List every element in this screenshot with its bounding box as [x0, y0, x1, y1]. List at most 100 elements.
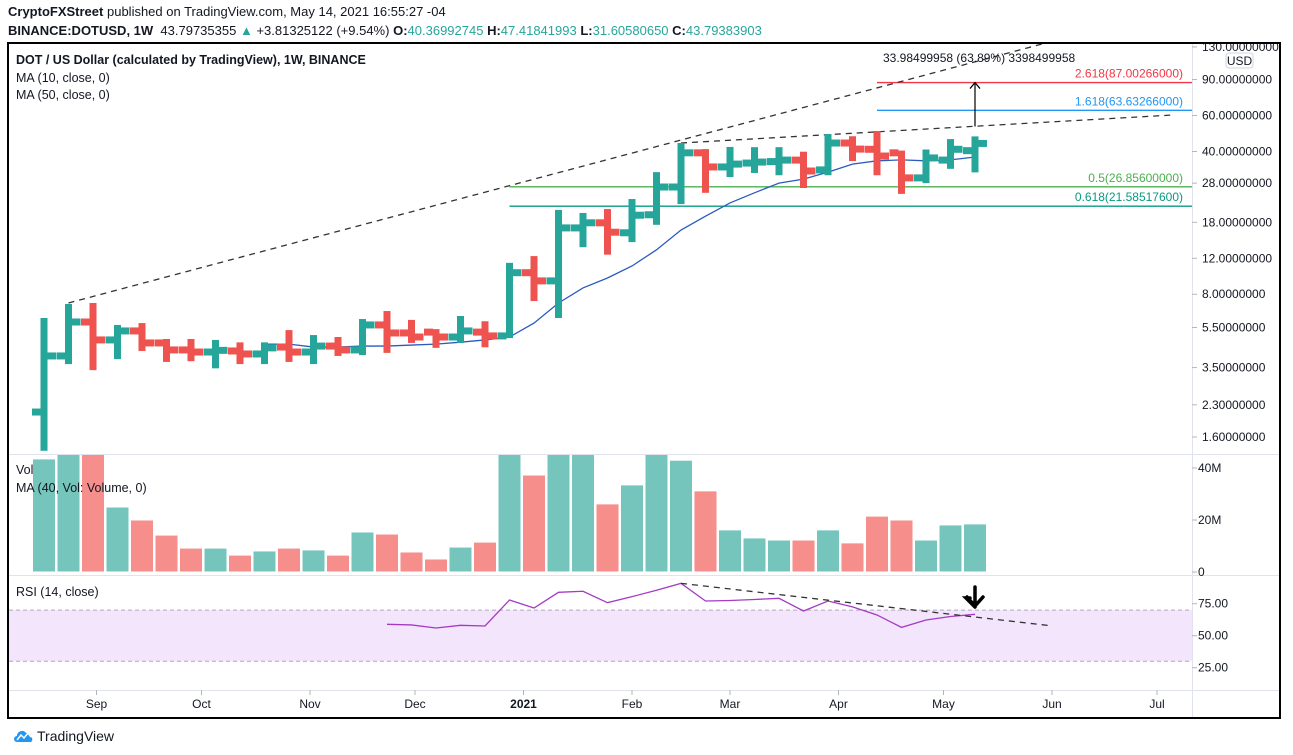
volume-bar[interactable] — [399, 551, 424, 573]
ohlc-bar-close — [561, 224, 571, 232]
ohlc-bar[interactable] — [693, 149, 718, 193]
volume-bar[interactable] — [203, 547, 228, 573]
volume-bar[interactable] — [595, 503, 620, 573]
tradingview-logo[interactable]: TradingView — [14, 728, 114, 744]
volume-bar[interactable] — [81, 447, 105, 573]
ohlc-bar[interactable] — [179, 339, 203, 362]
legend-volume[interactable]: Vol — [16, 463, 34, 477]
ohlc-bar[interactable] — [424, 328, 448, 348]
ohlc-bar-open — [522, 269, 531, 277]
ohlc-bar[interactable] — [350, 319, 375, 356]
ohlc-bar[interactable] — [105, 324, 130, 360]
legend-volume-ma[interactable]: MA (40, Vol: Volume, 0) — [16, 481, 147, 495]
ohlc-bar[interactable] — [130, 323, 154, 351]
ohlc-bar[interactable] — [718, 146, 742, 178]
ohlc-bar[interactable] — [865, 130, 889, 176]
time-tick-label: Oct — [192, 697, 211, 711]
volume-bar[interactable] — [448, 546, 473, 573]
legend-ma10[interactable]: MA (10, close, 0) — [16, 71, 110, 85]
ohlc-bar-close — [463, 327, 473, 335]
ohlc-bar[interactable] — [252, 342, 277, 365]
volume-bar[interactable] — [889, 519, 914, 573]
volume-bar[interactable] — [350, 531, 375, 573]
ohlc-bar[interactable] — [889, 149, 914, 194]
trendline[interactable] — [68, 42, 1049, 304]
ohlc-bar[interactable] — [522, 256, 546, 302]
volume-bar[interactable] — [767, 539, 791, 573]
ohlc-bar[interactable] — [620, 199, 644, 243]
volume-bar[interactable] — [179, 547, 203, 573]
ohlc-bar[interactable] — [546, 209, 571, 319]
volume-bar[interactable] — [277, 547, 301, 573]
volume-bar[interactable] — [620, 484, 644, 573]
publisher-name[interactable]: CryptoFXStreet — [8, 4, 104, 19]
ohlc-bar[interactable] — [938, 139, 963, 169]
volume-bar[interactable] — [154, 534, 179, 573]
volume-bar[interactable] — [424, 558, 448, 573]
volume-bar[interactable] — [742, 537, 767, 573]
ohlc-bar[interactable] — [277, 330, 301, 362]
ohlc-bar[interactable] — [56, 303, 81, 365]
volume-bar[interactable] — [32, 458, 56, 573]
volume-bar[interactable] — [571, 447, 595, 573]
ohlc-bar[interactable] — [228, 342, 252, 365]
volume-bar[interactable] — [718, 529, 742, 573]
ohlc-bar[interactable] — [301, 335, 326, 365]
ohlc-bar[interactable] — [571, 212, 595, 248]
volume-bar[interactable] — [375, 533, 399, 573]
ohlc-bar[interactable] — [203, 339, 228, 369]
ohlc-bar[interactable] — [963, 136, 987, 173]
rsi-trendline[interactable] — [680, 582, 1049, 627]
ohlc-bar-open — [301, 348, 311, 356]
ohlc-bar[interactable] — [742, 147, 767, 173]
volume-bar[interactable] — [963, 523, 987, 573]
ohlc-bar[interactable] — [81, 302, 105, 371]
volume-bar[interactable] — [840, 542, 865, 573]
volume-bar[interactable] — [228, 554, 252, 573]
ohlc-bar[interactable] — [473, 321, 497, 348]
volume-bar[interactable] — [865, 515, 889, 573]
ohlc-bar[interactable] — [497, 262, 522, 340]
ohlc-bar-close — [71, 318, 81, 326]
volume-bar[interactable] — [644, 447, 669, 573]
volume-bar[interactable] — [130, 519, 154, 573]
ohlc-bar[interactable] — [326, 337, 350, 356]
ohlc-bar[interactable] — [840, 136, 865, 162]
legend-ma50[interactable]: MA (50, close, 0) — [16, 88, 110, 102]
volume-bar[interactable] — [56, 447, 81, 573]
ohlc-bar[interactable] — [791, 151, 816, 189]
legend-title[interactable]: DOT / US Dollar (calculated by TradingVi… — [16, 53, 366, 67]
volume-bar[interactable] — [693, 490, 718, 573]
volume-bar[interactable] — [105, 506, 130, 573]
volume-bar[interactable] — [791, 539, 816, 573]
ohlc-bar[interactable] — [816, 134, 840, 176]
volume-bar[interactable] — [497, 447, 522, 573]
ohlc-bar[interactable] — [448, 315, 473, 343]
volume-bar[interactable] — [914, 539, 938, 573]
trendline[interactable] — [680, 114, 1172, 144]
ohlc-bar[interactable] — [595, 209, 620, 255]
volume-bar[interactable] — [473, 541, 497, 573]
legend-rsi[interactable]: RSI (14, close) — [16, 585, 99, 599]
ohlc-bar[interactable] — [767, 147, 791, 176]
ohlc-bar[interactable] — [32, 318, 56, 451]
ohlc-bar[interactable] — [399, 319, 424, 343]
ohlc-bar[interactable] — [375, 311, 399, 353]
volume-bar[interactable] — [669, 459, 693, 573]
close-label: C: — [672, 23, 686, 38]
ohlc-bar[interactable] — [914, 149, 938, 184]
ohlc-bar[interactable] — [644, 172, 669, 225]
volume-bar[interactable] — [252, 550, 277, 573]
arrow-down-icon — [961, 585, 985, 609]
ohlc-bar[interactable] — [154, 339, 179, 362]
volume-bar[interactable] — [522, 474, 546, 573]
volume-bar[interactable] — [546, 447, 571, 573]
volume-bar[interactable] — [301, 549, 326, 573]
volume-bar[interactable] — [938, 524, 963, 573]
ma10-line[interactable] — [264, 156, 976, 348]
volume-bar[interactable] — [326, 554, 350, 573]
ohlc-bar[interactable] — [669, 143, 693, 205]
currency-badge[interactable] — [1225, 52, 1254, 69]
volume-bar[interactable] — [816, 529, 840, 573]
